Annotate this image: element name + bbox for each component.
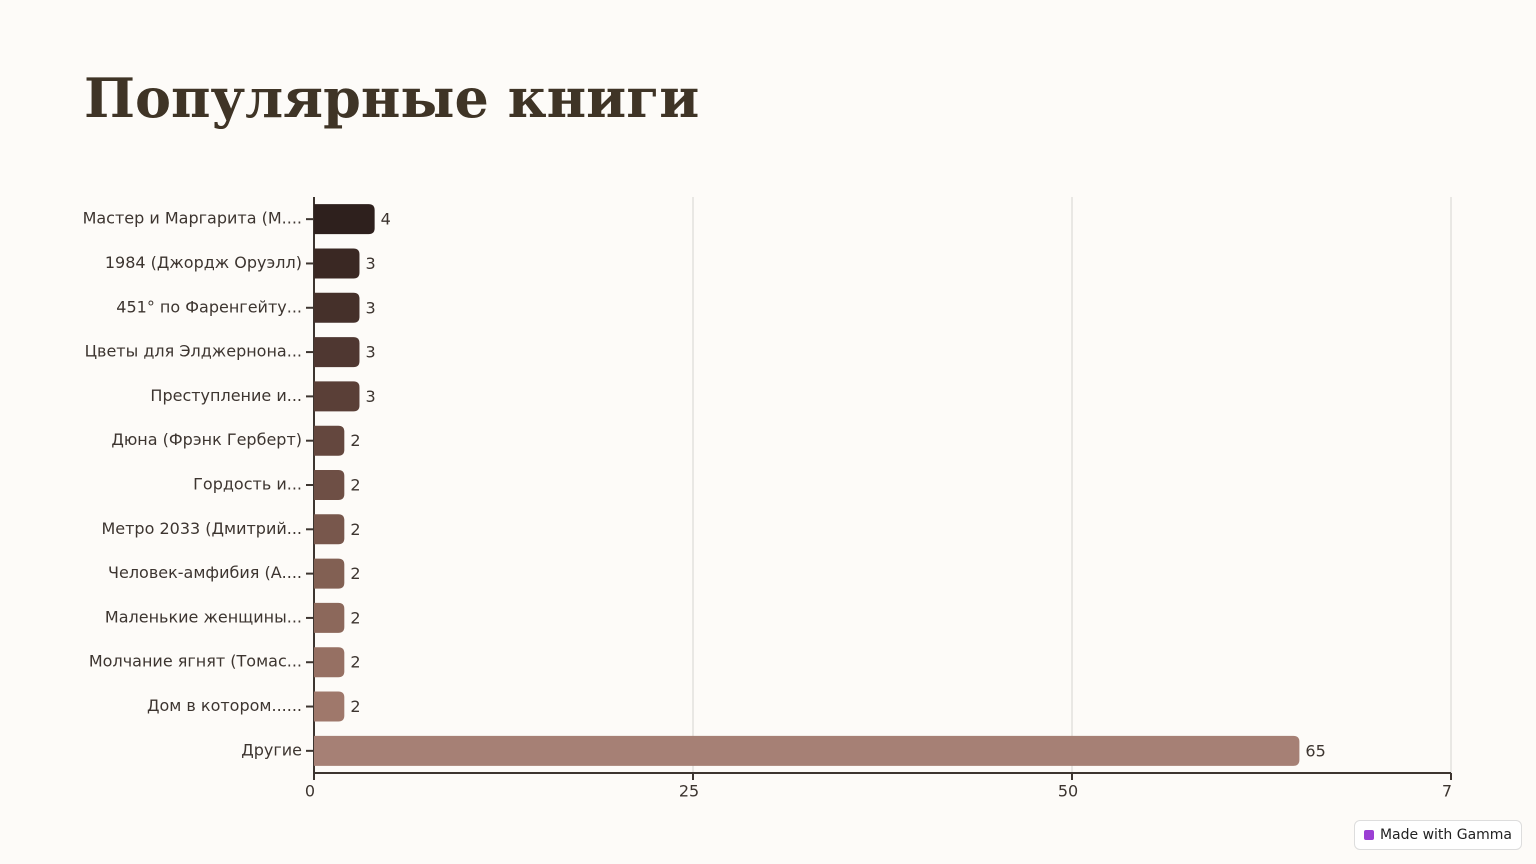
y-tick-label: Молчание ягнят (Томас... xyxy=(89,652,302,671)
y-tick-label: Другие xyxy=(241,740,302,759)
bar xyxy=(314,425,345,456)
bar xyxy=(314,558,345,589)
bar xyxy=(314,735,1300,766)
value-label: 65 xyxy=(1305,741,1325,760)
x-tick-label: 50 xyxy=(1058,782,1078,801)
value-label: 2 xyxy=(350,520,360,539)
value-label: 2 xyxy=(350,564,360,583)
x-tick-label: 7 xyxy=(1442,782,1452,801)
value-label: 2 xyxy=(350,653,360,672)
value-label: 3 xyxy=(365,254,375,273)
bar xyxy=(314,381,360,412)
bar xyxy=(314,337,360,368)
x-tick-label: 25 xyxy=(679,782,699,801)
x-tick-label: 0 xyxy=(305,782,315,801)
y-tick-label: Дюна (Фрэнк Герберт) xyxy=(111,430,302,449)
bar xyxy=(314,691,345,722)
bar xyxy=(314,514,345,545)
badge-text: Made with Gamma xyxy=(1379,827,1513,843)
value-label: 3 xyxy=(365,343,375,362)
bar xyxy=(314,204,375,235)
y-tick-label: Гордость и... xyxy=(193,475,302,494)
made-with-badge[interactable]: Made with Gamma xyxy=(1354,820,1522,850)
bar xyxy=(314,470,345,500)
chart-title: Популярные книги xyxy=(84,66,699,130)
y-tick-label: Маленькие женщины... xyxy=(105,607,302,626)
value-label: 2 xyxy=(350,608,360,627)
y-tick-label: Мастер и Маргарита (М.... xyxy=(83,209,302,228)
y-tick-label: Дом в котором...... xyxy=(147,696,302,715)
y-tick-label: Метро 2033 (Дмитрий... xyxy=(101,519,302,538)
bar xyxy=(314,248,360,279)
y-tick-label: 1984 (Джордж Оруэлл) xyxy=(105,253,302,272)
bar xyxy=(314,647,345,678)
value-label: 2 xyxy=(350,431,360,450)
value-label: 2 xyxy=(350,697,360,716)
bar xyxy=(314,602,345,633)
badge-icon xyxy=(1363,830,1374,840)
y-tick-label: Преступление и... xyxy=(150,386,302,405)
value-label: 4 xyxy=(381,210,391,229)
value-label: 3 xyxy=(365,387,375,406)
value-label: 3 xyxy=(365,298,375,317)
bar xyxy=(314,292,360,323)
y-tick-label: Цветы для Элджернона... xyxy=(85,342,302,361)
y-tick-label: Человек-амфибия (А.... xyxy=(108,563,302,582)
value-label: 2 xyxy=(350,476,360,495)
y-tick-label: 451° по Фаренгейту... xyxy=(116,297,302,316)
